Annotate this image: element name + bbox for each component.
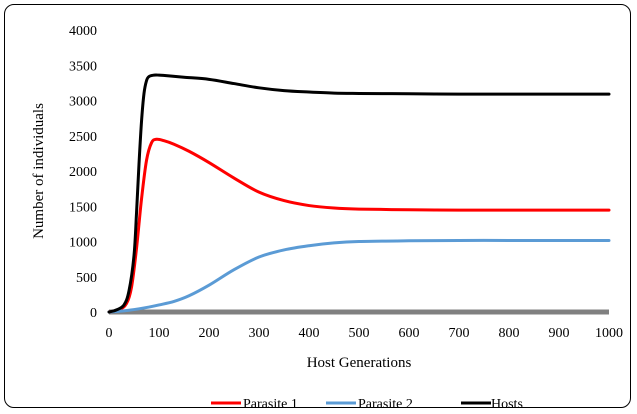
x-tick-label: 100 xyxy=(149,326,170,341)
y-tick-label: 3000 xyxy=(69,95,97,110)
legend-label: Parasite 1 xyxy=(243,397,298,412)
y-tick-label: 0 xyxy=(90,306,97,321)
x-tick-label: 400 xyxy=(299,326,320,341)
x-tick-label: 1000 xyxy=(595,326,623,341)
y-tick-label: 500 xyxy=(76,271,97,286)
series-line-parasite-2 xyxy=(107,238,611,314)
x-tick-label: 800 xyxy=(499,326,520,341)
legend-label: Parasite 2 xyxy=(358,397,413,412)
x-tick-label: 500 xyxy=(349,326,370,341)
x-tick-label: 0 xyxy=(106,326,113,341)
y-tick-label: 1000 xyxy=(69,236,97,251)
x-tick-label: 600 xyxy=(399,326,420,341)
x-axis-title: Host Generations xyxy=(307,355,412,371)
y-tick-label: 2500 xyxy=(69,130,97,145)
legend-label: Hosts xyxy=(491,397,523,412)
x-tick-label: 300 xyxy=(249,326,270,341)
series-line-parasite-1 xyxy=(107,137,611,314)
y-tick-label: 1500 xyxy=(69,200,97,215)
x-tick-label: 200 xyxy=(199,326,220,341)
y-tick-label: 2000 xyxy=(69,165,97,180)
x-tick-label: 900 xyxy=(549,326,570,341)
legend: Parasite 1 Parasite 2 Hosts xyxy=(211,397,523,412)
chart-axes: 0 500 1000 1500 2000 2500 3000 3500 4000 0 100 200 3… xyxy=(69,24,623,341)
y-axis-title: Number of individuals xyxy=(31,103,47,239)
legend-item: Parasite 1 xyxy=(211,397,298,412)
y-tick-label: 4000 xyxy=(69,24,97,39)
x-tick-label: 700 xyxy=(449,326,470,341)
legend-item: Parasite 2 xyxy=(326,397,413,412)
chart-series xyxy=(107,73,611,314)
legend-item: Hosts xyxy=(461,397,523,412)
y-tick-label: 3500 xyxy=(69,59,97,74)
series-line-hosts xyxy=(107,73,611,314)
